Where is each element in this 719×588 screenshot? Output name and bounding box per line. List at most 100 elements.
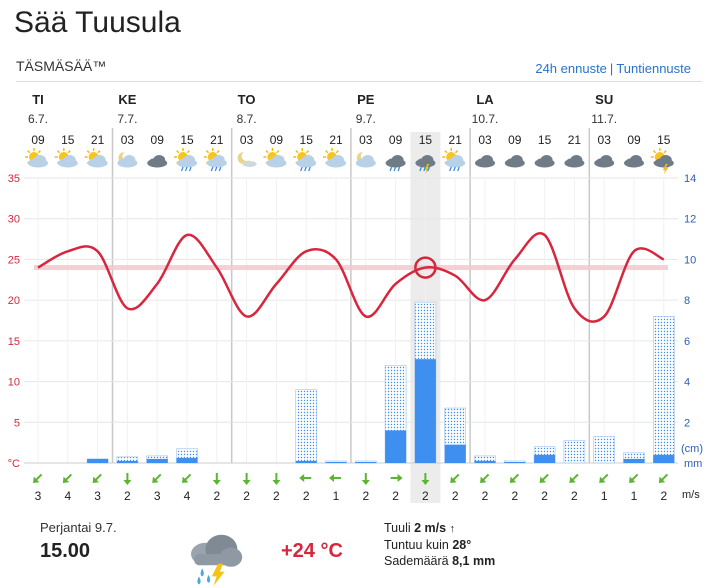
day-name: LA: [476, 92, 494, 107]
wind-arrow-icon: [242, 473, 251, 485]
hour-label: 15: [180, 133, 194, 147]
hour-label: 15: [538, 133, 552, 147]
feels-like-row: Tuntuu kuin 28°: [384, 537, 495, 553]
arrow-head: [421, 480, 430, 485]
cloud-left: [357, 158, 366, 166]
cloud-icon: [624, 155, 644, 168]
rain-drop: [304, 166, 307, 172]
wind-arrow-icon: [450, 473, 460, 483]
right-axis-label: 2: [684, 417, 690, 429]
rain-drop: [393, 166, 397, 172]
sun-ray: [265, 150, 269, 154]
arrow-head: [92, 476, 100, 483]
cloud-left: [447, 158, 456, 166]
rain-drop: [210, 166, 214, 172]
link-hourly-forecast[interactable]: Tuntiennuste: [616, 61, 691, 76]
wind-speed-label: 2: [273, 489, 280, 503]
lightning-bolt: [424, 164, 431, 174]
day-name: PE: [357, 92, 375, 107]
day-date: 10.7.: [472, 112, 499, 126]
precip-bar: [116, 460, 138, 463]
cloud-left: [208, 158, 217, 166]
rain-drop: [449, 166, 452, 172]
wind-label: Tuuli: [384, 521, 411, 535]
wind-speed-label: 2: [243, 489, 250, 503]
cloud-left: [89, 158, 98, 166]
wind-speed-label: 1: [333, 489, 340, 503]
precip-bar: [146, 458, 168, 463]
current-details: Tuuli 2 m/s ↑ Tuntuu kuin 28° Sademäärä …: [384, 520, 495, 569]
sun-ray: [67, 150, 71, 154]
wind-speed-label: 2: [660, 489, 667, 503]
sun-rain-icon: [174, 148, 197, 172]
precip-value: 8,1 mm: [452, 554, 496, 568]
hour-label: 21: [210, 133, 224, 147]
hour-label: 03: [359, 133, 373, 147]
wind-direction-icon: ↑: [449, 523, 456, 535]
precip-bar: [385, 430, 407, 463]
arrow-head: [299, 474, 305, 482]
link-24h-forecast[interactable]: 24h ennuste: [535, 61, 607, 76]
hour-label: 09: [389, 133, 403, 147]
thunder-sun-icon: [650, 148, 674, 174]
sun-cloud-icon: [263, 148, 287, 168]
precip-bar: [653, 454, 675, 463]
rain-drop: [300, 166, 303, 172]
hour-label: 21: [329, 133, 343, 147]
sun-ray: [652, 150, 657, 154]
precip-label: Sademäärä: [384, 554, 449, 568]
rain-drop: [397, 166, 401, 172]
wind-arrow-icon: [361, 473, 370, 485]
left-axis-label: 35: [8, 173, 20, 185]
arrow-head: [242, 480, 251, 485]
cloud-left: [626, 158, 634, 166]
current-temperature: +24 °C: [281, 540, 343, 562]
wind-arrow-icon: [299, 474, 312, 482]
wind-arrow-icon: [62, 473, 73, 483]
wind-speed-label: 3: [154, 489, 161, 503]
cloud-left: [387, 158, 396, 166]
sun-ray: [97, 150, 101, 154]
current-day: Perjantai 9.7.: [40, 520, 117, 535]
lightning-bolt: [662, 164, 669, 174]
wind-speed-label: 2: [392, 489, 399, 503]
precip-bar: [474, 460, 496, 463]
rain-drop: [427, 166, 431, 172]
hour-label: 09: [31, 133, 45, 147]
cloud-base: [242, 161, 257, 167]
day-name: TI: [32, 92, 44, 107]
rain-drop: [214, 166, 218, 172]
sun-ray: [663, 150, 667, 154]
arrow-head: [509, 476, 517, 483]
day-date: 8.7.: [237, 112, 257, 126]
wind-arrow-icon: [123, 473, 132, 485]
precip-bar: [444, 444, 466, 463]
hour-label: 03: [478, 133, 492, 147]
hour-label: 09: [270, 133, 284, 147]
current-temp-band: [34, 265, 668, 271]
left-axis-label: 30: [8, 214, 20, 226]
hour-label: 15: [61, 133, 75, 147]
cloud-left: [149, 158, 158, 166]
precip-bar: [176, 457, 198, 463]
left-axis-label: 20: [8, 295, 20, 307]
left-axis-label: 10: [8, 377, 20, 389]
day-date: 11.7.: [591, 112, 617, 126]
sun-ray: [176, 150, 180, 154]
arrow-head: [33, 476, 40, 483]
right-axis-label: 8: [684, 295, 690, 307]
cloud-left: [655, 158, 664, 166]
arrow-head: [361, 480, 370, 485]
current-forecast-panel: Perjantai 9.7. 15.00 +24 °C Tuuli 2 m/s …: [0, 510, 719, 588]
rain-drop: [180, 166, 184, 172]
wind-arrow-icon: [33, 473, 43, 483]
hour-label: 21: [568, 133, 582, 147]
cloud-icon: [594, 155, 615, 168]
moon-shadow: [241, 151, 252, 161]
wind-speed-label: 1: [631, 489, 638, 503]
arrow-head: [450, 476, 457, 483]
wind-speed-label: 1: [601, 489, 608, 503]
wind-speed-label: 2: [213, 489, 220, 503]
wind-arrow-icon: [329, 474, 341, 482]
right-axis-label: mm: [684, 458, 702, 470]
